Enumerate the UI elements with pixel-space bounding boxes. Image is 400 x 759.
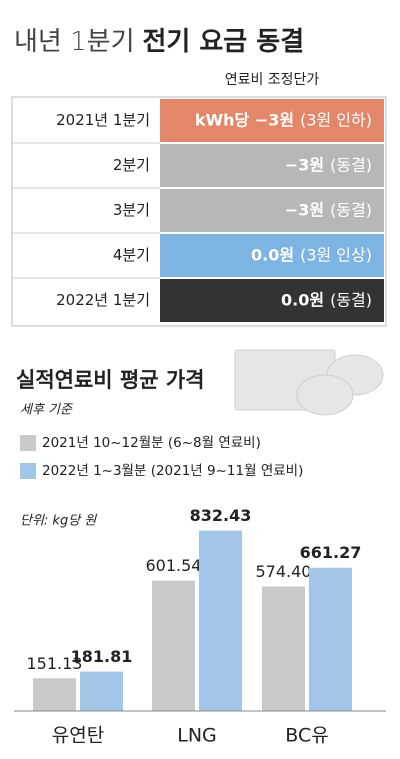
- value-note: (3원 인상): [300, 245, 372, 264]
- value-label: 574.40: [256, 562, 312, 581]
- bar: [262, 586, 305, 711]
- table-frame: [11, 96, 387, 327]
- x-tick-label: 유연탄: [52, 725, 104, 747]
- value-note: (동결): [330, 290, 372, 309]
- row-value: −3원 (동결): [285, 200, 372, 219]
- unit-label: 단위: kg당 원: [20, 514, 97, 529]
- bar: [80, 671, 123, 711]
- row-label: 2분기: [113, 156, 150, 174]
- row-cell: [160, 144, 384, 187]
- value-label: 181.81: [71, 647, 133, 666]
- row-value: kWh당 −3원 (3원 인하): [195, 110, 372, 129]
- value-note: (동결): [330, 200, 372, 219]
- row-label: 3분기: [113, 201, 150, 219]
- value-label: 601.54: [146, 556, 202, 575]
- chart-title: 실적연료비 평균 가격: [16, 368, 205, 392]
- legend-swatch: [20, 463, 36, 479]
- bar: [152, 580, 195, 711]
- row-value: 0.0원 (3원 인상): [251, 245, 372, 264]
- legend-label: 2022년 1~3월분 (2021년 9~11월 연료비): [42, 463, 303, 479]
- bar: [199, 530, 242, 711]
- value-main: −3원: [285, 200, 324, 219]
- row-label: 2021년 1분기: [56, 111, 150, 129]
- chart-subtitle: 세후 기준: [20, 403, 73, 418]
- row-cell: [160, 279, 384, 322]
- legend-label: 2021년 10~12월분 (6~8월 연료비): [42, 435, 261, 451]
- row-label: 4분기: [113, 246, 150, 264]
- row-value: −3원 (동결): [285, 155, 372, 174]
- x-tick-label: LNG: [177, 725, 217, 747]
- row-label: 2022년 1분기: [56, 291, 150, 309]
- decor: [234, 349, 384, 416]
- row-cell: [160, 234, 384, 277]
- value-label: 661.27: [300, 543, 362, 562]
- legend-swatch: [20, 435, 36, 451]
- row-value: 0.0원 (동결): [281, 290, 372, 309]
- value-main: kWh당 −3원: [195, 110, 294, 129]
- title: 내년 1분기 전기 요금 동결: [14, 27, 304, 57]
- bar: [309, 567, 352, 711]
- title-light: 내년 1분기: [14, 27, 135, 57]
- value-main: 0.0원: [251, 245, 294, 264]
- x-tick-label: BC유: [285, 725, 328, 747]
- title-bold: 전기 요금 동결: [143, 27, 305, 57]
- bar: [33, 678, 76, 711]
- table-header: 연료비 조정단가: [225, 72, 320, 88]
- value-main: −3원: [285, 155, 324, 174]
- value-main: 0.0원: [281, 290, 324, 309]
- value-note: (동결): [330, 155, 372, 174]
- row-cell: [160, 99, 384, 142]
- value-label: 832.43: [190, 506, 252, 525]
- value-label: 151.13: [27, 654, 83, 673]
- value-note: (3원 인하): [300, 110, 372, 129]
- row-cell: [160, 189, 384, 232]
- coin-icon: [296, 374, 354, 416]
